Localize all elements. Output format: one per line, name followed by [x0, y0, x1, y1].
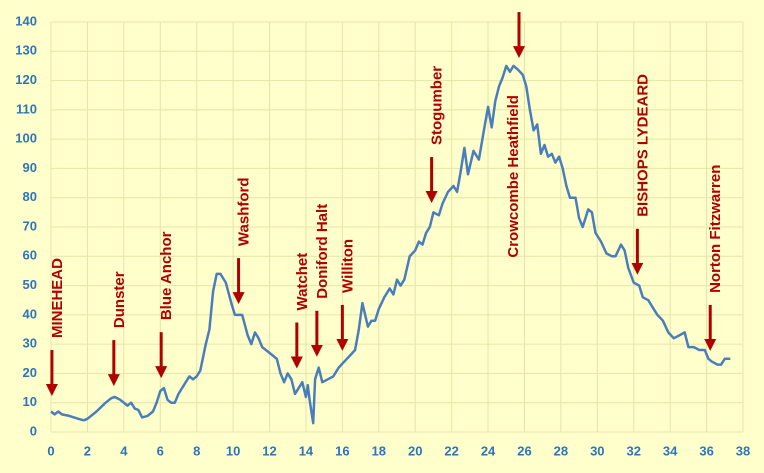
x-tick-label: 34: [663, 443, 678, 458]
x-tick-label: 16: [335, 443, 349, 458]
annotation-label: BISHOPS LYDEARD: [634, 74, 651, 217]
x-tick-label: 38: [736, 443, 750, 458]
x-tick-label: 4: [120, 443, 128, 458]
annotation-label: Doniford Halt: [314, 204, 331, 299]
y-tick-label: 0: [30, 423, 37, 438]
annotation-label: Blue Anchor: [158, 231, 175, 320]
x-tick-label: 12: [262, 443, 276, 458]
y-tick-label: 80: [23, 189, 37, 204]
annotation-label: Washford: [236, 177, 253, 246]
x-tick-label: 36: [699, 443, 713, 458]
y-tick-label: 120: [15, 72, 37, 87]
y-tick-label: 10: [23, 394, 37, 409]
x-tick-label: 32: [627, 443, 641, 458]
x-tick-label: 24: [481, 443, 496, 458]
x-tick-label: 22: [444, 443, 458, 458]
y-tick-label: 50: [23, 277, 37, 292]
x-tick-label: 10: [226, 443, 240, 458]
x-tick-label: 0: [47, 443, 54, 458]
y-tick-label: 30: [23, 336, 37, 351]
annotation-label: Norton Fitzwarren: [707, 165, 724, 293]
annotation-label: Crowcombe Heathfield: [505, 95, 522, 258]
x-tick-label: 26: [517, 443, 531, 458]
x-tick-label: 30: [590, 443, 604, 458]
annotation-label: Dunster: [111, 271, 128, 328]
y-tick-label: 60: [23, 248, 37, 263]
annotation-label: Williton: [339, 239, 356, 293]
y-tick-label: 100: [15, 131, 37, 146]
y-tick-label: 20: [23, 365, 37, 380]
x-tick-label: 6: [157, 443, 164, 458]
y-tick-label: 110: [16, 101, 37, 116]
x-tick-label: 28: [554, 443, 568, 458]
x-tick-label: 18: [372, 443, 386, 458]
x-tick-label: 14: [299, 443, 314, 458]
x-tick-label: 8: [193, 443, 200, 458]
x-tick-label: 20: [408, 443, 422, 458]
annotation-label: Stogumber: [429, 66, 446, 145]
y-tick-label: 40: [23, 306, 37, 321]
annotation-label: Watchet: [294, 253, 311, 311]
y-tick-label: 90: [23, 160, 37, 175]
y-tick-label: 70: [23, 218, 37, 233]
y-tick-label: 130: [15, 43, 37, 58]
annotation-label: MINEHEAD: [49, 258, 66, 338]
y-tick-label: 140: [15, 13, 37, 28]
data-line: [50, 64, 731, 425]
x-tick-label: 2: [84, 443, 91, 458]
